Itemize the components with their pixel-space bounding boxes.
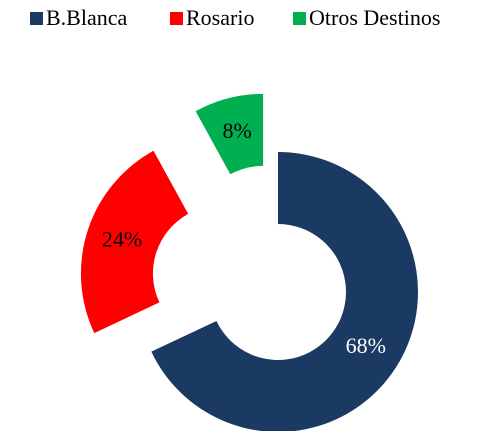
legend-swatch [30,12,43,25]
legend-label: B.Blanca [46,5,127,30]
legend-swatch [170,12,183,25]
data-label: 8% [223,118,252,143]
legend-label: Otros Destinos [309,5,440,30]
data-label: 68% [346,333,386,358]
donut-slice [151,152,419,433]
legend-label: Rosario [186,5,254,30]
data-label: 24% [102,226,142,251]
legend-swatch [293,12,306,25]
donut-slice [80,150,189,334]
donut-slice [195,93,264,175]
